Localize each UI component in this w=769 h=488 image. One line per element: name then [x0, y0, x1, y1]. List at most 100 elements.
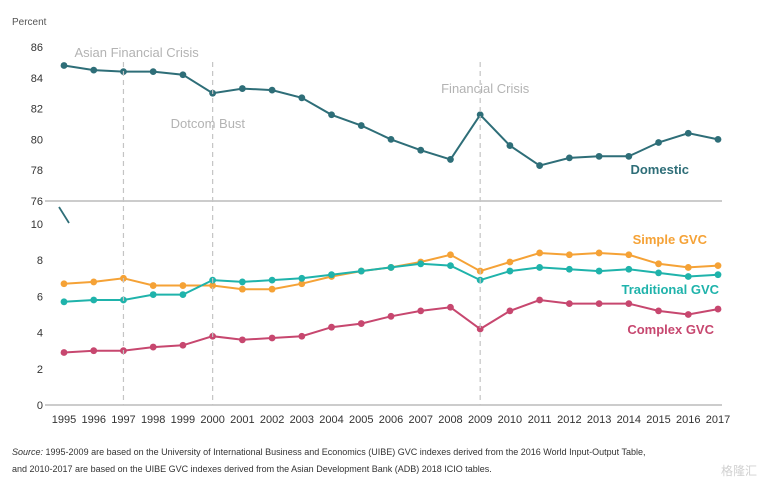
- point-simple-gvc-2015: [655, 260, 662, 268]
- series-label-simple-gvc: Simple GVC: [633, 232, 708, 247]
- point-domestic-2003: [298, 94, 306, 102]
- point-traditional-gvc-2016: [684, 273, 692, 280]
- watermark-logo: 格隆汇: [720, 464, 757, 478]
- point-domestic-2014: [625, 152, 633, 160]
- point-simple-gvc-2016: [684, 264, 692, 271]
- source-line-2: and 2010-2017 are based on the UIBE GVC …: [12, 464, 492, 474]
- xtick-2016: 2016: [676, 414, 700, 426]
- xtick-1996: 1996: [81, 414, 105, 426]
- top-ytick-82: 82: [31, 104, 43, 116]
- xtick-2000: 2000: [200, 414, 224, 426]
- series-line-complex-gvc: [63, 298, 719, 354]
- xtick-2003: 2003: [290, 414, 314, 426]
- point-domestic-2001: [238, 85, 246, 92]
- point-traditional-gvc-1998: [149, 291, 157, 298]
- point-domestic-2011: [536, 162, 544, 169]
- bottom-ytick-8: 8: [37, 255, 43, 267]
- source-text-1: 1995-2009 are based on the University of…: [43, 447, 646, 457]
- point-complex-gvc-2004: [328, 323, 335, 331]
- point-traditional-gvc-2008: [447, 262, 454, 270]
- point-domestic-2010: [506, 142, 514, 149]
- point-traditional-gvc-2012: [565, 265, 573, 273]
- point-traditional-gvc-2014: [625, 265, 633, 273]
- point-simple-gvc-2012: [565, 251, 573, 259]
- point-domestic-2005: [357, 122, 365, 129]
- point-traditional-gvc-2015: [655, 269, 662, 277]
- series-label-complex-gvc: Complex GVC: [627, 322, 714, 337]
- point-domestic-2009: [476, 111, 484, 119]
- point-simple-gvc-2008: [447, 251, 454, 259]
- xtick-2012: 2012: [557, 414, 581, 426]
- xtick-2014: 2014: [617, 414, 641, 426]
- bottom-ytick-0: 0: [37, 400, 43, 412]
- point-simple-gvc-2010: [506, 258, 514, 266]
- top-ytick-84: 84: [31, 73, 43, 85]
- xtick-2011: 2011: [528, 414, 552, 426]
- point-traditional-gvc-2002: [268, 276, 276, 284]
- xtick-2007: 2007: [408, 414, 432, 426]
- point-simple-gvc-1998: [149, 282, 157, 289]
- point-complex-gvc-1998: [149, 343, 157, 351]
- annotation-label-1997: Asian Financial Crisis: [74, 45, 199, 60]
- source-line-1: Source: 1995-2009 are based on the Unive…: [12, 444, 757, 461]
- point-complex-gvc-2008: [447, 303, 454, 311]
- point-traditional-gvc-2010: [506, 267, 514, 275]
- top-ytick-78: 78: [31, 165, 43, 177]
- unit-label: Percent: [12, 17, 47, 28]
- point-traditional-gvc-2006: [387, 264, 395, 271]
- point-complex-gvc-2006: [387, 312, 395, 320]
- point-domestic-2013: [595, 152, 603, 160]
- xtick-2002: 2002: [260, 414, 284, 426]
- point-complex-gvc-2012: [565, 300, 573, 308]
- point-simple-gvc-2002: [268, 285, 276, 293]
- point-traditional-gvc-2013: [595, 267, 603, 275]
- top-ytick-76: 76: [31, 196, 43, 208]
- point-simple-gvc-2011: [536, 249, 544, 257]
- xtick-2001: 2001: [230, 414, 254, 426]
- point-simple-gvc-1999: [179, 282, 187, 289]
- point-complex-gvc-1995: [60, 349, 68, 356]
- xtick-1995: 1995: [52, 414, 76, 426]
- axis-break-mark: [58, 206, 70, 224]
- point-domestic-1999: [179, 71, 187, 79]
- xtick-2017: 2017: [706, 414, 730, 426]
- point-simple-gvc-2003: [298, 280, 306, 288]
- xtick-2005: 2005: [349, 414, 373, 426]
- xtick-2004: 2004: [319, 414, 343, 426]
- bottom-ytick-2: 2: [37, 364, 43, 376]
- point-domestic-1996: [90, 66, 98, 74]
- xtick-2008: 2008: [438, 414, 462, 426]
- series-label-domestic: Domestic: [630, 162, 689, 177]
- point-complex-gvc-2017: [714, 305, 722, 313]
- point-complex-gvc-2001: [238, 336, 246, 344]
- point-domestic-2008: [447, 156, 454, 163]
- point-simple-gvc-2014: [625, 251, 633, 259]
- annotation-label-2000: Dotcom Bust: [171, 116, 246, 131]
- point-domestic-2012: [565, 154, 573, 162]
- point-domestic-2006: [387, 136, 395, 143]
- point-complex-gvc-2007: [417, 307, 425, 315]
- bottom-panel: 0 2 4 6 8 10 Simple GVC Traditional GVC Complex …: [31, 219, 722, 412]
- point-complex-gvc-2005: [357, 320, 365, 327]
- point-domestic-2016: [684, 129, 692, 137]
- point-simple-gvc-2000: [209, 282, 217, 289]
- chart: 76 78 80 82 84 86 Domestic 0 2 4 6 8 10 Simple GVC Tr…: [12, 17, 730, 426]
- point-traditional-gvc-2017: [714, 271, 722, 279]
- point-complex-gvc-2014: [625, 300, 633, 308]
- point-complex-gvc-2013: [595, 300, 603, 308]
- point-simple-gvc-2013: [595, 249, 603, 257]
- point-simple-gvc-2017: [714, 262, 722, 270]
- xtick-1997: 1997: [111, 414, 135, 426]
- point-complex-gvc-2003: [298, 332, 306, 340]
- xtick-2010: 2010: [498, 414, 522, 426]
- point-traditional-gvc-2001: [238, 278, 246, 286]
- point-complex-gvc-2011: [536, 296, 544, 304]
- point-complex-gvc-2015: [655, 307, 662, 315]
- point-complex-gvc-2016: [684, 311, 692, 318]
- point-simple-gvc-2001: [238, 285, 246, 293]
- point-traditional-gvc-1996: [90, 296, 98, 304]
- point-traditional-gvc-1999: [179, 291, 187, 298]
- point-domestic-2002: [268, 86, 276, 94]
- point-simple-gvc-1996: [90, 278, 98, 286]
- point-domestic-2017: [714, 136, 722, 143]
